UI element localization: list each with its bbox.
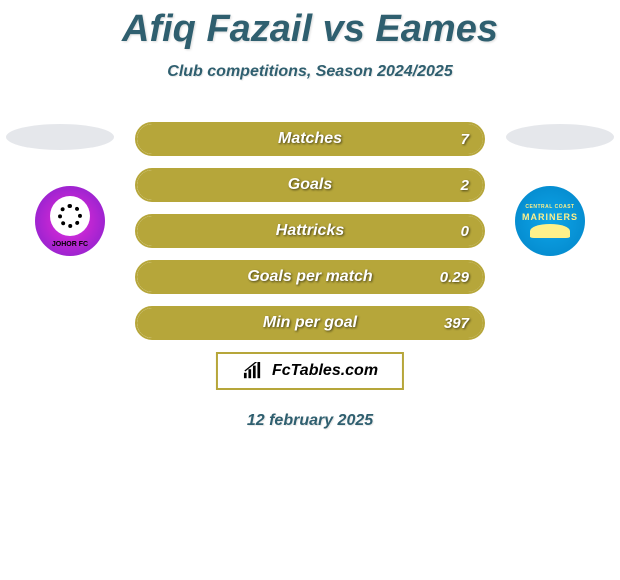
stat-value: 2 [461,177,469,194]
comparison-card: Afiq Fazail vs Eames Club competitions, … [0,0,620,580]
date-text: 12 february 2025 [247,412,373,430]
club-logo-right[interactable]: CENTRAL COAST MARINERS [507,178,593,264]
johor-label: JOHOR FC [52,241,88,248]
player-right-placeholder [506,124,614,150]
wave-icon [530,224,570,238]
player-left-placeholder [6,124,114,150]
stat-value: 0 [461,223,469,240]
stat-label: Goals [288,176,332,194]
stat-label: Hattricks [276,222,344,240]
stat-label: Goals per match [247,268,372,286]
mariners-label-top: CENTRAL COAST [525,204,574,210]
stat-value: 7 [461,131,469,148]
stat-row-hattricks: Hattricks 0 [135,214,485,248]
stat-row-matches: Matches 7 [135,122,485,156]
branding-badge[interactable]: FcTables.com [216,352,404,390]
branding-text: FcTables.com [272,362,378,380]
stats-list: Matches 7 Goals 2 Hattricks 0 Goals per … [135,122,485,352]
stat-row-goals-per-match: Goals per match 0.29 [135,260,485,294]
stat-value: 397 [444,315,469,332]
mariners-badge: CENTRAL COAST MARINERS [515,186,585,256]
stat-label: Matches [278,130,342,148]
club-logo-left[interactable]: JOHOR FC [27,178,113,264]
gear-icon [58,204,82,228]
stat-row-goals: Goals 2 [135,168,485,202]
subtitle: Club competitions, Season 2024/2025 [0,63,620,81]
chart-icon [242,362,264,380]
stat-label: Min per goal [263,314,357,332]
johor-fc-badge: JOHOR FC [35,186,105,256]
page-title: Afiq Fazail vs Eames [0,0,620,51]
mariners-label-main: MARINERS [522,212,578,222]
stat-row-min-per-goal: Min per goal 397 [135,306,485,340]
stat-value: 0.29 [440,269,469,286]
